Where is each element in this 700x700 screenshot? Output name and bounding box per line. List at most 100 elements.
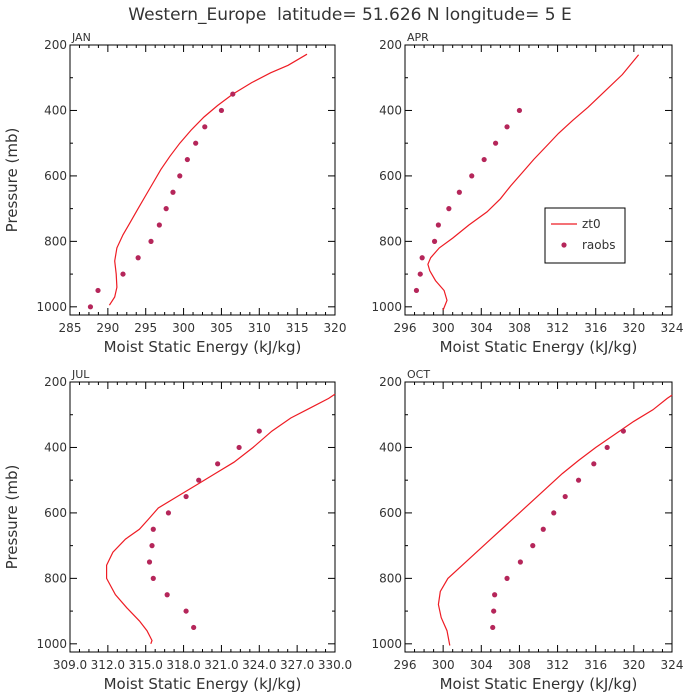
- series-point-raobs: [516, 107, 523, 114]
- panel-title: JUL: [71, 368, 90, 381]
- x-tick-label: 320: [622, 321, 645, 335]
- series-point-raobs: [456, 189, 462, 195]
- x-tick-label: 324: [661, 658, 684, 672]
- x-tick-label: 327.0: [280, 658, 314, 672]
- series-point-raobs: [87, 304, 94, 310]
- x-tick-label: 304: [470, 658, 493, 672]
- y-tick-label: 600: [379, 169, 402, 183]
- x-tick-label: 309.0: [53, 658, 87, 672]
- x-tick-label: 320: [324, 321, 347, 335]
- x-tick-label: 316: [584, 658, 607, 672]
- x-tick-label: 290: [96, 321, 119, 335]
- series-point-raobs: [492, 592, 498, 598]
- panel-jan: JAN 285 290 295 300 305 310 315 320 200 400 600 800 1…: [3, 31, 346, 356]
- plot-frame: [69, 44, 336, 316]
- series-point-raobs: [146, 559, 153, 565]
- series-point-raobs: [575, 477, 582, 483]
- x-tick-label: 296: [394, 321, 417, 335]
- series-point-raobs: [196, 477, 202, 483]
- x-axis-label: Moist Static Energy (kJ/kg): [104, 338, 302, 356]
- y-tick-label: 600: [44, 169, 67, 183]
- series-point-raobs: [256, 428, 262, 434]
- y-tick-label: 400: [44, 440, 67, 454]
- x-tick-label: 305: [210, 321, 233, 335]
- series-point-raobs: [230, 91, 236, 97]
- y-tick-label: 800: [44, 571, 67, 585]
- y-tick-label: 1000: [36, 300, 67, 314]
- x-tick-label: 318.0: [166, 658, 200, 672]
- series-point-raobs: [135, 255, 141, 261]
- x-tick-label: 330.0: [318, 658, 352, 672]
- series-point-raobs: [435, 222, 441, 228]
- y-tick-label: 800: [379, 571, 402, 585]
- series-point-raobs: [419, 255, 425, 261]
- panel-title: JAN: [71, 31, 91, 44]
- series-point-raobs: [177, 173, 183, 179]
- series-point-raobs: [446, 206, 452, 212]
- series-point-raobs: [417, 271, 423, 277]
- x-tick-label: 312: [546, 658, 569, 672]
- series-point-raobs: [490, 624, 496, 631]
- series-point-raobs: [218, 107, 225, 114]
- series-point-raobs: [191, 624, 197, 631]
- series-point-raobs: [562, 493, 568, 500]
- x-tick-label: 300: [432, 658, 455, 672]
- x-axis-label: Moist Static Energy (kJ/kg): [440, 338, 638, 356]
- series-point-raobs: [193, 140, 199, 146]
- series-point-raobs: [150, 526, 156, 532]
- series-point-raobs: [530, 543, 536, 549]
- x-axis-label: Moist Static Energy (kJ/kg): [440, 675, 638, 693]
- x-tick-label: 315.0: [129, 658, 163, 672]
- y-tick-label: 200: [44, 38, 67, 52]
- legend-box: [544, 207, 626, 264]
- x-tick-label: 296: [394, 658, 417, 672]
- series-point-raobs: [165, 510, 172, 516]
- series-point-raobs: [413, 287, 420, 294]
- y-tick-label: 400: [379, 440, 402, 454]
- x-tick-label: 324.0: [242, 658, 276, 672]
- series-point-raobs: [202, 124, 208, 130]
- panel-apr: APR 296 300 304 308 312 316 320 324 200 400 600 800 1…: [371, 31, 683, 356]
- series-line-zt0: [427, 54, 640, 311]
- x-tick-label: 320: [622, 658, 645, 672]
- series-point-raobs: [164, 592, 170, 598]
- series-point-raobs: [469, 173, 475, 179]
- series-point-raobs: [604, 444, 610, 451]
- y-tick-label: 800: [379, 234, 402, 248]
- series-line-zt0: [437, 394, 673, 646]
- series-point-raobs: [540, 526, 546, 532]
- x-tick-label: 324: [661, 321, 684, 335]
- y-tick-label: 600: [44, 506, 67, 520]
- figure-title: Western_Europe latitude= 51.626 N longit…: [128, 5, 571, 25]
- series-point-raobs: [183, 493, 189, 500]
- series-point-raobs: [184, 156, 190, 163]
- panel-oct: OCT 296 300 304 308 312 316 320 324 200 400 600 800 1…: [371, 368, 683, 693]
- y-axis-label: Pressure (mb): [3, 465, 21, 570]
- series-point-raobs: [163, 206, 169, 212]
- legend-point-swatch: [561, 242, 567, 248]
- series-point-raobs: [170, 189, 176, 195]
- y-tick-label: 1000: [36, 637, 67, 651]
- y-tick-label: 1000: [371, 637, 402, 651]
- x-tick-label: 295: [134, 321, 157, 335]
- y-tick-label: 1000: [371, 300, 402, 314]
- series-point-raobs: [215, 461, 221, 467]
- series-point-raobs: [183, 608, 189, 614]
- x-tick-label: 300: [432, 321, 455, 335]
- series-point-raobs: [504, 124, 510, 130]
- y-tick-label: 200: [379, 38, 402, 52]
- panel-jul: JUL 309.0 312.0 315.0 318.0 321.0 324.0 327.0 33…: [3, 368, 352, 693]
- series-point-raobs: [431, 238, 438, 244]
- series-point-raobs: [95, 287, 101, 294]
- x-tick-label: 300: [172, 321, 195, 335]
- series-point-raobs: [148, 238, 154, 244]
- series-point-raobs: [491, 608, 497, 614]
- series-point-raobs: [504, 575, 510, 581]
- x-tick-label: 308: [508, 658, 531, 672]
- plot-frame: [404, 44, 673, 316]
- y-tick-label: 200: [379, 375, 402, 389]
- x-tick-label: 321.0: [204, 658, 238, 672]
- y-tick-label: 400: [379, 103, 402, 117]
- series-point-raobs: [620, 428, 626, 434]
- legend-label-raobs: raobs: [582, 238, 616, 252]
